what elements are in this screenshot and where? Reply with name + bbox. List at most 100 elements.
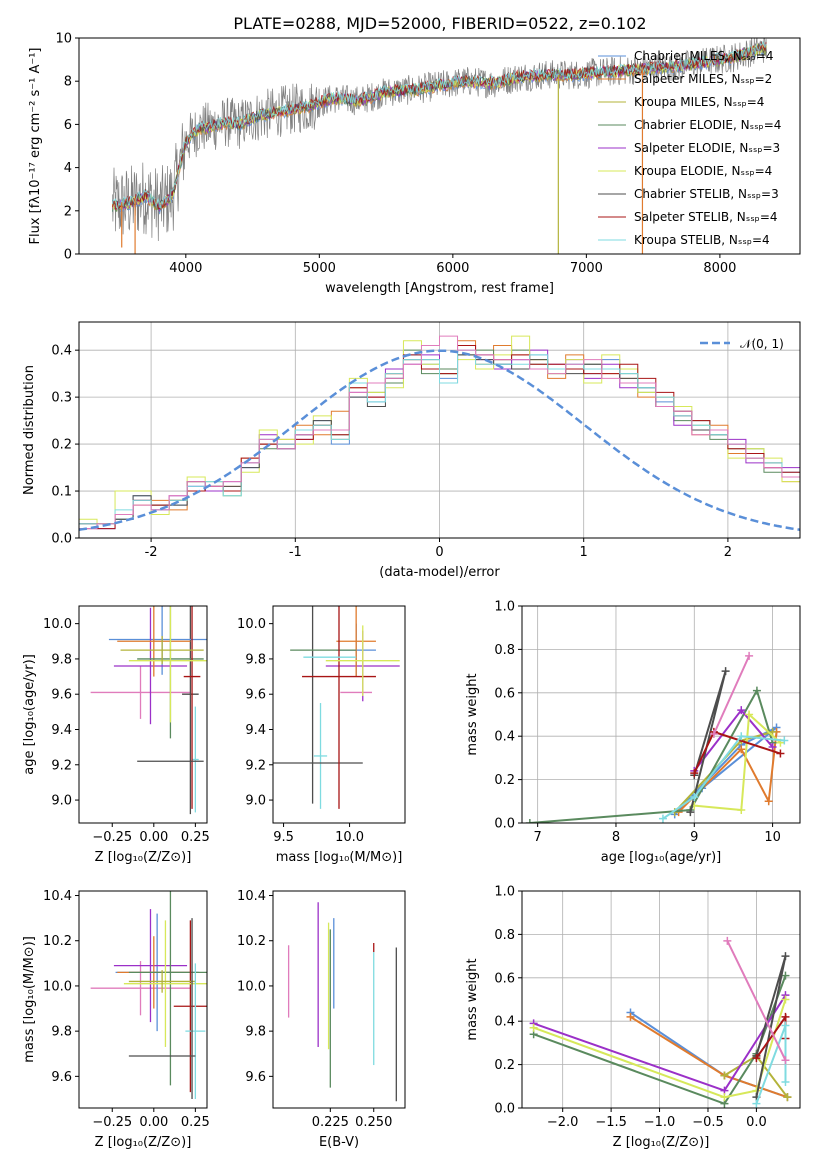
y-tick-label: 0.6 xyxy=(494,971,515,986)
x-tick-label: 9.5 xyxy=(273,830,294,845)
y-tick-label: 0.2 xyxy=(494,1058,515,1073)
y-tick-label: 9.2 xyxy=(51,758,72,773)
plot-frame xyxy=(272,605,406,824)
y-tick-label: 0.0 xyxy=(51,532,72,547)
weight-marker xyxy=(658,814,667,823)
x-tick-label: 8000 xyxy=(703,261,736,276)
x-axis-label: (data-model)/error xyxy=(379,565,500,580)
weight-line xyxy=(662,735,785,820)
weight-marker xyxy=(626,1012,635,1021)
x-tick-label: 0.00 xyxy=(139,830,168,845)
spectrum-plot-area xyxy=(111,38,767,254)
weight-marker xyxy=(764,797,773,806)
x-tick-label: 7000 xyxy=(570,261,603,276)
model-spectrum-line xyxy=(111,41,767,210)
weight-line xyxy=(677,731,778,813)
plot-frame xyxy=(78,37,801,255)
weight-marker xyxy=(720,1093,729,1102)
y-tick-label: 9.4 xyxy=(245,723,266,738)
weight-marker xyxy=(781,1056,790,1065)
weight-marker xyxy=(780,736,789,745)
weight-marker xyxy=(745,651,754,660)
weight-marker xyxy=(709,730,718,739)
weight-plot-area xyxy=(529,936,792,1108)
x-tick-label: 0.0 xyxy=(746,1115,767,1130)
y-tick-label: 0.2 xyxy=(494,773,515,788)
weight-marker xyxy=(723,936,732,945)
y-tick-label: 10.4 xyxy=(43,889,72,904)
x-tick-label: −1.5 xyxy=(595,1115,627,1130)
y-tick-label: 9.6 xyxy=(51,688,72,703)
weight-line xyxy=(533,999,787,1099)
weight-marker xyxy=(737,706,746,715)
histogram-step xyxy=(79,335,800,538)
y-tick-label: 9.8 xyxy=(51,652,72,667)
x-axis-label: Z [log₁₀(Z/Z⊙)] xyxy=(95,850,192,865)
y-tick-label: 0.0 xyxy=(494,1102,515,1117)
x-tick-label: −0.25 xyxy=(92,1115,132,1130)
errorbar-plot-area xyxy=(287,902,397,1102)
legend-entry: 𝒩(0, 1) xyxy=(740,337,784,351)
x-tick-label: 4000 xyxy=(169,261,202,276)
legend-entry: Salpeter ELODIE, Nₛₛₚ=3 xyxy=(634,141,780,155)
x-tick-label: 10.0 xyxy=(335,830,364,845)
weight-marker xyxy=(752,1099,761,1108)
legend-entry: Chabrier ELODIE, Nₛₛₚ=4 xyxy=(634,118,781,132)
y-tick-label: 9.0 xyxy=(245,794,266,809)
errorbar-plot-area xyxy=(90,891,207,1099)
y-tick-label: 9.6 xyxy=(245,1070,266,1085)
y-tick-label: 0 xyxy=(64,248,72,263)
x-tick-label: 0 xyxy=(435,545,443,560)
weight-marker xyxy=(781,995,790,1004)
y-tick-label: 10.0 xyxy=(43,617,72,632)
legend-entry: Salpeter MILES, Nₛₛₚ=2 xyxy=(634,72,772,86)
weight-plot-area xyxy=(525,651,789,823)
y-axis-label: mass [log₁₀(M/M⊙)] xyxy=(22,936,37,1063)
weight-line xyxy=(726,940,787,1061)
y-axis-label: age [log₁₀(age/yr)] xyxy=(22,654,37,775)
weight-marker xyxy=(768,743,777,752)
weight-marker xyxy=(752,686,761,695)
weight-marker xyxy=(781,1012,790,1021)
y-tick-label: 0.3 xyxy=(51,391,72,406)
x-axis-label: Z [log₁₀(Z/Z⊙)] xyxy=(95,1135,192,1150)
age-vs-metallicity-panel: −0.25 0.00 0.25 9.0 9.2 9.4 9.6 9.8 10.0 Z [log₁₀… xyxy=(22,605,210,865)
y-tick-label: 10.4 xyxy=(237,889,266,904)
y-tick-label: 0.0 xyxy=(494,817,515,832)
y-axis-label: mass weight xyxy=(465,673,480,755)
x-tick-label: 7 xyxy=(534,830,542,845)
mass-vs-extinction-panel: 0.225 0.250 9.6 9.8 10.0 10.2 10.4 E(B-V) xyxy=(237,889,406,1150)
x-tick-label: 0.25 xyxy=(181,830,210,845)
legend-entry: Kroupa ELODIE, Nₛₛₚ=4 xyxy=(634,164,772,178)
y-tick-label: 1.0 xyxy=(494,885,515,900)
weight-marker xyxy=(737,805,746,814)
weight-marker xyxy=(737,732,746,741)
histogram-step xyxy=(79,344,800,538)
errorbar-plot-area xyxy=(90,606,207,815)
model-spectrum-line xyxy=(111,40,767,210)
plot-frame xyxy=(272,890,406,1109)
legend-entry: Chabrier MILES, Nₛₛₚ=4 xyxy=(634,49,774,63)
weight-marker xyxy=(525,819,534,823)
histogram-step xyxy=(79,340,800,538)
weight-marker xyxy=(737,745,746,754)
figure-title: PLATE=0288, MJD=52000, FIBERID=0522, z=0… xyxy=(233,14,646,33)
weight-marker xyxy=(686,808,695,817)
legend-entry: Kroupa MILES, Nₛₛₚ=4 xyxy=(634,95,764,109)
weight-marker xyxy=(690,792,699,801)
x-tick-label: 0.25 xyxy=(181,1115,210,1130)
y-tick-label: 9.8 xyxy=(245,1025,266,1040)
weight-marker xyxy=(745,710,754,719)
y-tick-label: 1.0 xyxy=(494,600,515,615)
x-tick-label: 0.250 xyxy=(355,1115,392,1130)
plot-frame xyxy=(78,605,208,824)
x-tick-label: 9 xyxy=(690,830,698,845)
y-tick-label: 9.4 xyxy=(51,723,72,738)
weight-marker xyxy=(721,667,730,676)
plot-frame xyxy=(78,321,801,539)
mass-weight-vs-age-panel: 7 8 9 10 0.0 0.2 0.4 0.6 0.8 1.0 age [log₁₀(age/yr… xyxy=(465,600,801,865)
normal-curve xyxy=(79,349,800,532)
x-tick-label: 5000 xyxy=(303,261,336,276)
